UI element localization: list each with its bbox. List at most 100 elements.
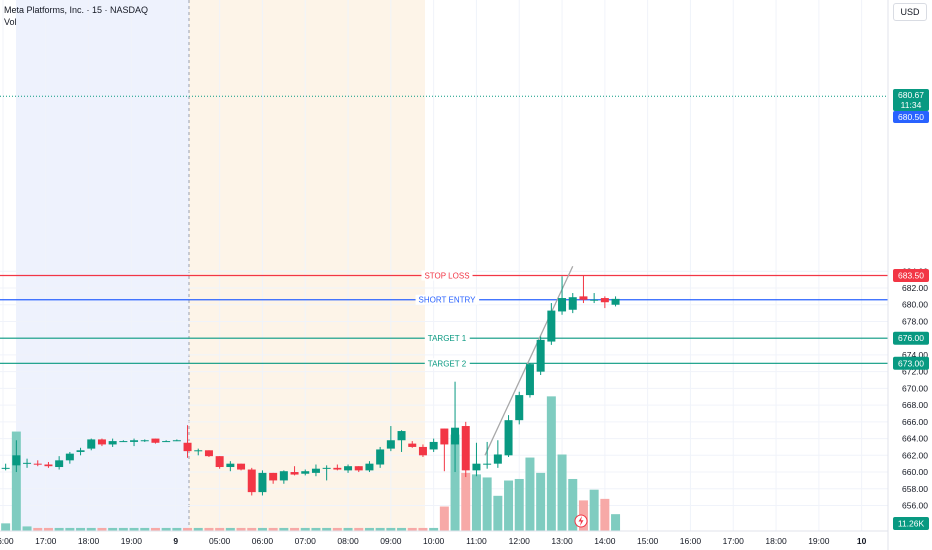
candle-body xyxy=(311,468,320,473)
candle-body xyxy=(493,454,502,464)
candle-body xyxy=(440,428,449,445)
volume-bar xyxy=(343,527,353,531)
candle-body xyxy=(33,463,42,465)
volume-bar xyxy=(471,474,481,531)
candle xyxy=(397,430,406,452)
volume-bar xyxy=(407,527,417,531)
candle xyxy=(1,463,10,471)
candle-body xyxy=(215,456,224,468)
volume-bar xyxy=(108,527,118,531)
volume-bar xyxy=(300,527,310,531)
volume-bar xyxy=(33,527,43,531)
candle xyxy=(215,456,224,469)
volume-bar xyxy=(354,527,364,531)
time-tick-label: 18:00 xyxy=(78,536,100,546)
candle-body xyxy=(515,395,524,421)
volume-bar xyxy=(54,527,64,531)
volume-bar xyxy=(183,527,193,531)
candle xyxy=(44,462,53,468)
candle xyxy=(12,440,21,473)
candle xyxy=(23,458,32,468)
candle xyxy=(558,276,567,315)
volume-bar xyxy=(418,527,428,531)
candle-body xyxy=(386,440,395,449)
candle-body xyxy=(376,449,385,465)
candle-body xyxy=(269,472,278,481)
trend-line[interactable] xyxy=(484,265,574,456)
volume-bar xyxy=(450,434,460,531)
candle-body xyxy=(354,466,363,471)
candle xyxy=(162,440,171,443)
volume-bar xyxy=(482,477,492,531)
volume-bar xyxy=(611,514,621,531)
volume-bar xyxy=(204,527,214,531)
candle xyxy=(258,470,267,496)
candle-body xyxy=(579,296,588,300)
volume-indicator-label[interactable]: Vol xyxy=(4,17,17,27)
candle-body xyxy=(408,443,417,447)
candle-body xyxy=(226,463,235,468)
price-tick-label: 670.00 xyxy=(902,383,928,393)
candle-body xyxy=(333,467,342,470)
candle-body xyxy=(162,441,171,443)
candle-body xyxy=(279,471,288,481)
candle-body xyxy=(12,455,21,466)
price-tick-label: 666.00 xyxy=(902,417,928,427)
candle-body xyxy=(504,420,513,456)
candle-body xyxy=(1,467,10,469)
candle-body xyxy=(119,441,128,443)
candle-body xyxy=(76,450,85,452)
volume-bar xyxy=(76,527,86,531)
candle xyxy=(119,440,128,443)
currency-button[interactable]: USD xyxy=(893,3,927,21)
time-tick-label: 12:00 xyxy=(509,536,531,546)
candle-body xyxy=(237,463,246,470)
volume-bar xyxy=(257,527,267,531)
price-tag-text-target1: 676.00 xyxy=(898,333,924,343)
volume-bar xyxy=(461,472,471,531)
candle-body xyxy=(418,446,427,456)
volume-bar xyxy=(568,478,578,531)
volume-bar xyxy=(375,527,385,531)
candle xyxy=(55,456,64,470)
candle-body xyxy=(44,464,53,467)
volume-bar xyxy=(247,527,257,531)
volume-bar xyxy=(172,527,182,531)
candle-body xyxy=(97,439,106,445)
volume-bar xyxy=(397,527,407,531)
candle xyxy=(269,472,278,484)
volume-tag-text: 11.26K xyxy=(898,519,925,529)
volume-bar xyxy=(536,472,546,531)
time-axis[interactable]: 16:00 17:00 18:00 19:00 9 05:00 06:00 07:00 08:0… xyxy=(0,536,867,546)
time-tick-label: 9 xyxy=(173,536,178,546)
candle-body xyxy=(461,426,470,471)
price-axis[interactable]: 656.00 658.00 660.00 662.00 664.00 666.00 668.… xyxy=(893,266,929,530)
candle xyxy=(493,440,502,468)
candle xyxy=(172,439,181,442)
candle-body xyxy=(194,450,203,452)
candle xyxy=(504,415,513,457)
time-tick-label: 16:00 xyxy=(680,536,702,546)
candle-body xyxy=(108,441,117,445)
time-tick-label: 05:00 xyxy=(209,536,231,546)
extended-hours-shade xyxy=(16,0,189,531)
time-tick-label: 11:00 xyxy=(466,536,487,546)
lightning-icon[interactable] xyxy=(574,514,588,528)
candle xyxy=(451,381,460,473)
volume-bar xyxy=(429,527,439,531)
volume-bar xyxy=(439,506,449,531)
level-label-target1: TARGET 1 xyxy=(428,334,467,343)
level-label-bg xyxy=(424,358,470,369)
candle-body xyxy=(536,339,545,372)
candle-body xyxy=(611,298,620,305)
time-tick-label: 17:00 xyxy=(723,536,745,546)
candle xyxy=(65,451,74,464)
candle xyxy=(472,442,481,477)
level-lines[interactable]: STOP LOSS SHORT ENTRY TARGET 1 TARGET 2 xyxy=(0,95,888,369)
time-tick-label: 16:00 xyxy=(0,536,14,546)
volume-bar xyxy=(279,527,289,531)
candle xyxy=(429,438,438,452)
volume-bar xyxy=(386,527,396,531)
